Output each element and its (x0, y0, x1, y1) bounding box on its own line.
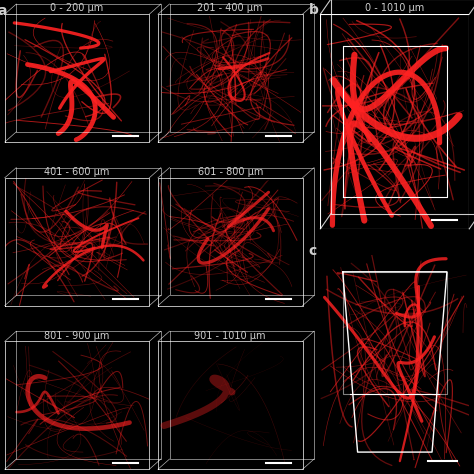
Text: a: a (0, 4, 7, 18)
Title: 0 - 1010 μm: 0 - 1010 μm (365, 3, 424, 13)
Title: 901 - 1010 μm: 901 - 1010 μm (194, 331, 266, 341)
Title: 0 - 200 μm: 0 - 200 μm (50, 3, 104, 13)
Text: c: c (309, 244, 317, 258)
Title: 201 - 400 μm: 201 - 400 μm (198, 3, 263, 13)
Title: 801 - 900 μm: 801 - 900 μm (45, 331, 109, 341)
Title: 401 - 600 μm: 401 - 600 μm (45, 167, 109, 177)
Title: 601 - 800 μm: 601 - 800 μm (198, 167, 263, 177)
Text: b: b (309, 3, 319, 18)
